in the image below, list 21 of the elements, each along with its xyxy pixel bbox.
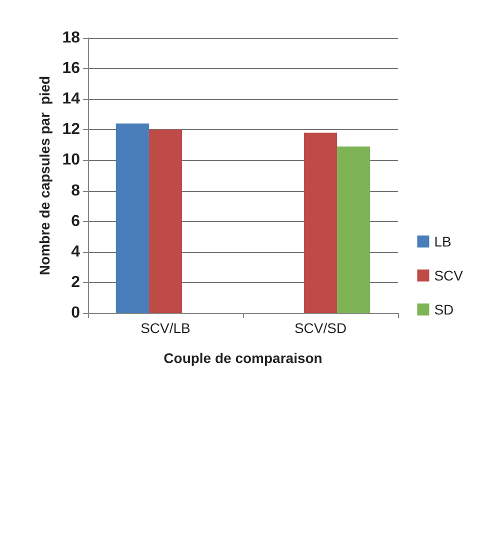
y-tick-label: 10 — [62, 152, 80, 169]
y-tick-label: 2 — [71, 274, 80, 291]
y-tick-label: 16 — [62, 60, 80, 78]
legend-label: SCV — [434, 268, 464, 284]
legend-label: SD — [434, 302, 454, 318]
y-tick-label: 18 — [62, 30, 80, 46]
y-tick-label: 4 — [71, 243, 80, 260]
y-axis-title: Nombre de capsules par pied — [36, 76, 52, 276]
x-tick-label: SCV/LB — [140, 320, 190, 336]
x-axis-title: Couple de comparaison — [164, 350, 322, 366]
bar — [116, 124, 149, 313]
y-tick-label: 6 — [71, 212, 80, 230]
y-tick-label: 12 — [62, 121, 80, 138]
bar — [148, 130, 182, 313]
y-tick-label: 14 — [62, 90, 80, 108]
legend-label: LB — [434, 234, 452, 250]
y-tick-label: 0 — [71, 304, 80, 322]
bar — [304, 132, 338, 313]
bar — [337, 146, 370, 313]
y-tick-label: 8 — [71, 182, 80, 200]
x-tick-label: SCV/SD — [294, 320, 347, 336]
